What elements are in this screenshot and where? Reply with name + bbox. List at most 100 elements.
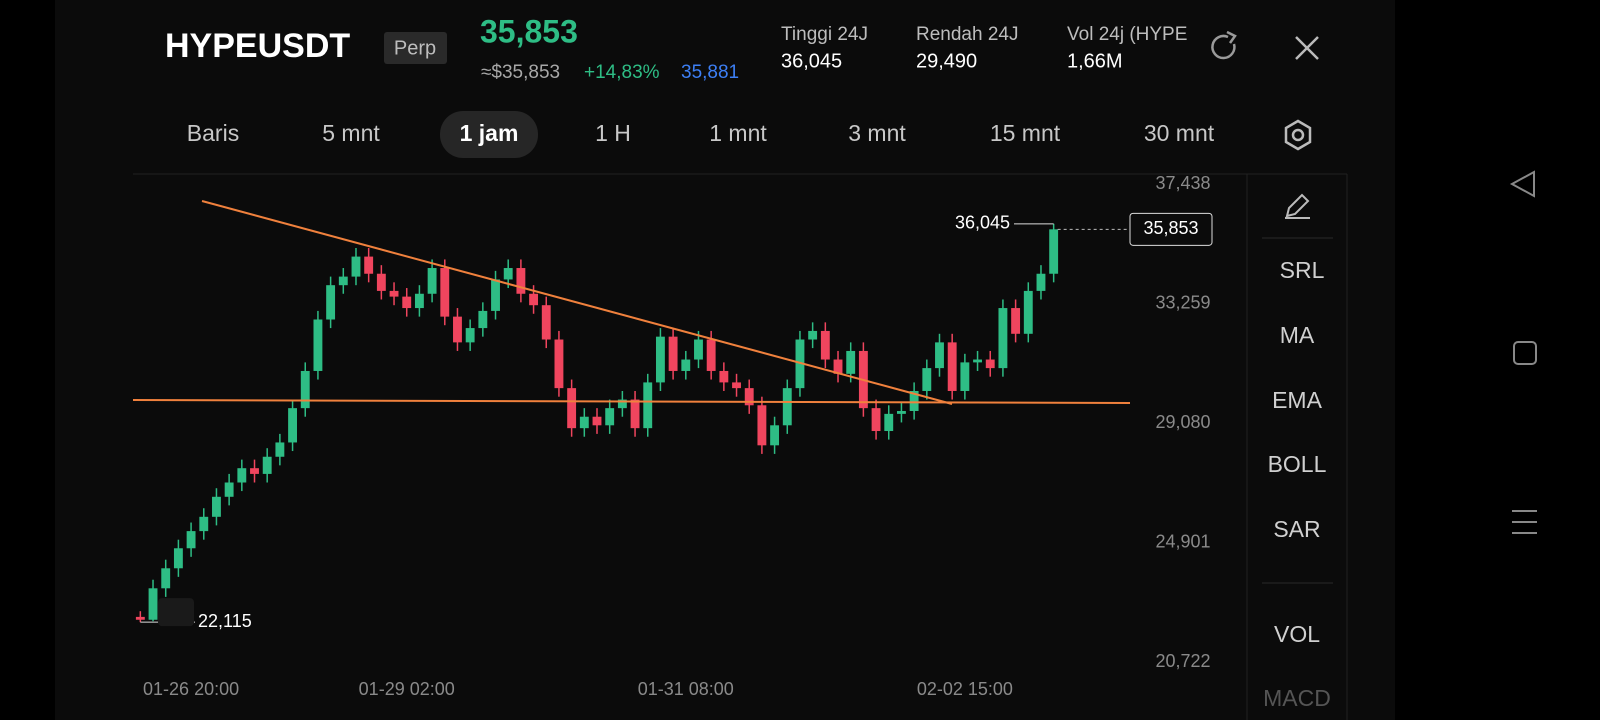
- last-price-box: [1129, 212, 1213, 246]
- candle-body: [630, 399, 640, 429]
- candle-body: [896, 411, 906, 414]
- candle-body: [389, 290, 399, 297]
- tab[interactable]: 1 jam: [460, 120, 519, 146]
- stat-label: Rendah 24J: [916, 24, 1018, 45]
- indicator[interactable]: MA: [1280, 322, 1315, 348]
- candle-body: [212, 496, 221, 517]
- tab[interactable]: Baris: [187, 120, 239, 146]
- stat-clip: Vol 24j (HYPE: [1067, 24, 1187, 45]
- candle-body: [173, 548, 183, 569]
- plot: 37,438 33,259 29,080 24,901 20,722 01-26 20:0…: [135, 173, 1213, 699]
- candle-body: [681, 359, 691, 371]
- candle-body: [744, 388, 754, 406]
- candle-body: [453, 316, 462, 343]
- candle-body: [288, 408, 298, 443]
- badge-bg: [384, 32, 447, 64]
- refresh-icon[interactable]: [1211, 30, 1237, 60]
- x-tick-label: 01-26 20:00: [143, 679, 239, 699]
- tab[interactable]: 3 mnt: [848, 120, 906, 146]
- indicator[interactable]: SRL: [1280, 257, 1325, 283]
- candle-body: [529, 293, 539, 306]
- candle-body: [237, 468, 247, 483]
- candle-body: [706, 339, 716, 371]
- candle-body: [782, 388, 792, 426]
- stat-value: 29,490: [916, 50, 977, 72]
- indicator[interactable]: MACD: [1263, 685, 1331, 711]
- tabs: Baris 5 mnt 1 jam 1 H 1 mnt 3 mnt 15 mnt 30 mnt: [187, 111, 1215, 158]
- candle-body: [313, 319, 323, 371]
- y-tick-label: 33,259: [1155, 292, 1210, 312]
- candle-body: [186, 531, 196, 549]
- tab[interactable]: 15 mnt: [990, 120, 1061, 146]
- candle-body: [199, 516, 209, 532]
- nav-home[interactable]: [1513, 341, 1537, 365]
- tab-active-bg: [440, 111, 538, 158]
- tab[interactable]: 1 mnt: [709, 120, 767, 146]
- candle-body: [909, 390, 919, 412]
- candle-body: [275, 442, 285, 457]
- max-label: 36,045: [955, 213, 1010, 233]
- tab[interactable]: 1 H: [595, 120, 631, 146]
- candle-body: [757, 405, 767, 446]
- stat-label: Vol 24j (HYPE: [1067, 24, 1187, 45]
- candle-body: [579, 416, 589, 429]
- indicator-list: SRL MA EMA BOLL SAR VOL MACD: [1263, 257, 1331, 711]
- nav-back[interactable]: [1509, 170, 1535, 198]
- candle-body: [541, 305, 551, 340]
- draw-icon[interactable]: [1285, 193, 1310, 219]
- trend-line: [132, 399, 1131, 404]
- candle-body: [135, 616, 145, 620]
- candle-body: [808, 330, 818, 340]
- candle-body: [922, 368, 932, 391]
- candle-body: [871, 408, 881, 432]
- indicator[interactable]: SAR: [1273, 516, 1320, 542]
- candle-body: [668, 336, 678, 371]
- candle-body: [503, 268, 513, 280]
- candle-body: [376, 273, 386, 291]
- x-tick-label: 01-31 08:00: [638, 679, 734, 699]
- candle-body: [820, 330, 830, 360]
- candle-body: [973, 359, 982, 363]
- min-icon-bg: [158, 598, 194, 627]
- candle-body: [1049, 229, 1059, 274]
- y-tick-label: 24,901: [1155, 531, 1210, 551]
- candle-body: [655, 336, 665, 383]
- y-tick-label: 37,438: [1155, 173, 1210, 193]
- stat-value: 1,66M: [1067, 50, 1123, 72]
- stat-label: Tinggi 24J: [781, 24, 868, 45]
- candle-body: [414, 293, 424, 309]
- candle-body: [364, 256, 374, 274]
- candle-body: [846, 350, 856, 374]
- nav-menu[interactable]: [1512, 510, 1537, 534]
- tab[interactable]: 30 mnt: [1144, 120, 1215, 146]
- close-icon[interactable]: [1295, 36, 1319, 60]
- indicator[interactable]: EMA: [1272, 387, 1323, 413]
- candle-body: [605, 408, 615, 426]
- last-price-label: 35,853: [1143, 218, 1198, 238]
- candle-body: [592, 416, 602, 426]
- candle-body: [351, 256, 361, 277]
- candle-body: [300, 370, 310, 409]
- candle-body: [935, 342, 944, 369]
- candle-body: [326, 285, 336, 320]
- price: 35,853: [480, 13, 578, 49]
- candle-body: [516, 268, 526, 294]
- candle-body: [478, 310, 488, 329]
- y-tick-label: 29,080: [1155, 412, 1210, 432]
- settings-icon[interactable]: [1284, 119, 1312, 151]
- tab[interactable]: 5 mnt: [322, 120, 380, 146]
- candle-body: [1023, 290, 1033, 334]
- symbol: HYPEUSDT: [165, 27, 350, 65]
- indicator[interactable]: VOL: [1274, 621, 1320, 647]
- candle-body: [985, 359, 995, 369]
- candle-body: [567, 388, 577, 429]
- candle-body: [440, 268, 450, 317]
- x-tick-label: 02-02 15:00: [917, 679, 1013, 699]
- trend-line: [201, 200, 953, 405]
- candle-body: [732, 382, 741, 389]
- indicator[interactable]: BOLL: [1268, 451, 1327, 477]
- candle-body: [491, 279, 500, 311]
- mark-price: 35,881: [681, 62, 739, 83]
- panel: [55, 0, 1395, 720]
